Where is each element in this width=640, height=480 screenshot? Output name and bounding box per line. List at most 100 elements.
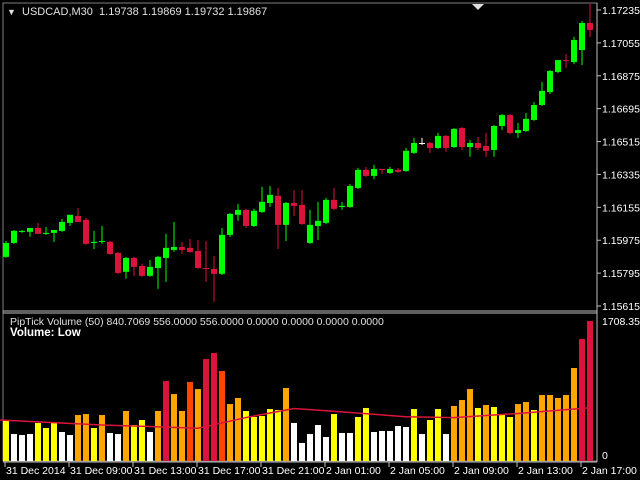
volume-bar [379,431,385,461]
bear-candle [131,257,137,267]
bear-candle [83,219,89,244]
volume-bar [395,426,401,461]
bull-candle [467,143,473,148]
bull-candle [123,257,129,272]
time-tick-label: 2 Jan 09:00 [454,465,509,477]
bull-candle [267,194,273,203]
bull-candle [435,135,441,148]
volume-bar [475,407,481,461]
volume-bar [267,409,273,461]
volume-bar [259,416,265,461]
bull-candle [51,229,57,233]
volume-bar [203,359,209,461]
volume-tick-label: 0 [602,450,608,462]
volume-bar [563,395,569,461]
volume-bar [211,352,217,461]
volume-bar [83,414,89,461]
price-tick-label: 1.16875 [602,71,640,83]
volume-bar [587,321,593,461]
time-tick-label: 2 Jan 13:00 [518,465,573,477]
bear-candle [427,143,433,148]
volume-bar [363,407,369,461]
volume-bar [419,434,425,461]
volume-bar [467,389,473,461]
bull-candle [451,128,457,148]
bull-candle [339,205,345,207]
volume-bar [347,432,353,461]
bear-candle [331,199,337,209]
volume-bar [91,427,97,461]
bull-candle [27,227,33,232]
time-tick-label: 2 Jan 01:00 [326,465,381,477]
price-tick-label: 1.15615 [602,301,640,313]
bear-candle [275,195,281,225]
bull-candle [515,130,521,133]
bull-candle [411,143,417,153]
volume-bar [483,405,489,461]
volume-bar [571,367,577,461]
bear-candle [243,209,249,226]
volume-bar [35,422,41,461]
volume-ma-line [0,406,591,429]
volume-bar [43,427,49,461]
volume-bar [51,422,57,461]
bear-candle [195,251,201,268]
bull-candle [347,185,353,207]
chart-shift-marker-icon[interactable] [472,4,484,10]
bull-candle [315,220,321,226]
bear-candle [459,128,465,148]
volume-bar [155,411,161,461]
price-tick-label: 1.15975 [602,235,640,247]
bear-candle [107,241,113,254]
price-tick-label: 1.17055 [602,38,640,50]
bull-candle [67,214,73,223]
bull-candle [387,168,393,173]
bull-candle [235,209,241,215]
volume-bar [459,400,465,461]
bear-candle [75,215,81,222]
bear-candle [475,143,481,148]
bull-candle [251,210,257,226]
bull-candle [323,199,329,223]
volume-bar [195,389,201,461]
volume-bar [251,416,257,461]
volume-bar [99,415,105,461]
volume-bar [579,339,585,461]
bull-candle [163,247,169,258]
bear-candle [291,202,297,206]
time-tick-label: 31 Dec 21:00 [262,465,325,477]
volume-bar [315,425,321,461]
volume-bar [307,434,313,461]
volume-bar [179,411,185,461]
volume-bar [355,416,361,461]
volume-bar [499,414,505,461]
triangle-down-icon[interactable]: ▼ [7,7,16,17]
bull-candle [3,242,9,257]
volume-bar [3,420,9,461]
bull-candle [491,126,497,150]
time-tick-label: 31 Dec 09:00 [70,465,133,477]
bear-candle [299,204,305,224]
volume-bar [539,395,545,461]
bull-candle [99,240,105,242]
volume-bar [451,406,457,461]
bear-candle [379,168,385,170]
volume-bar [531,410,537,461]
chart-title: USDCAD,M30 1.19738 1.19869 1.19732 1.198… [22,6,267,18]
quote-label: 1.19738 1.19869 1.19732 1.19867 [99,6,268,18]
volume-bar [523,401,529,461]
bull-candle [371,168,377,176]
time-tick-label: 31 Dec 17:00 [198,465,261,477]
volume-bar [403,426,409,461]
bull-candle [43,232,49,234]
bull-candle [147,266,153,276]
volume-bar [283,387,289,461]
time-tick-label: 31 Dec 13:00 [134,465,197,477]
bull-candle [355,169,361,188]
volume-bar [331,414,337,461]
volume-bar [59,431,65,461]
bull-candle [499,115,505,127]
bear-candle [187,247,193,252]
bull-candle [419,143,425,145]
